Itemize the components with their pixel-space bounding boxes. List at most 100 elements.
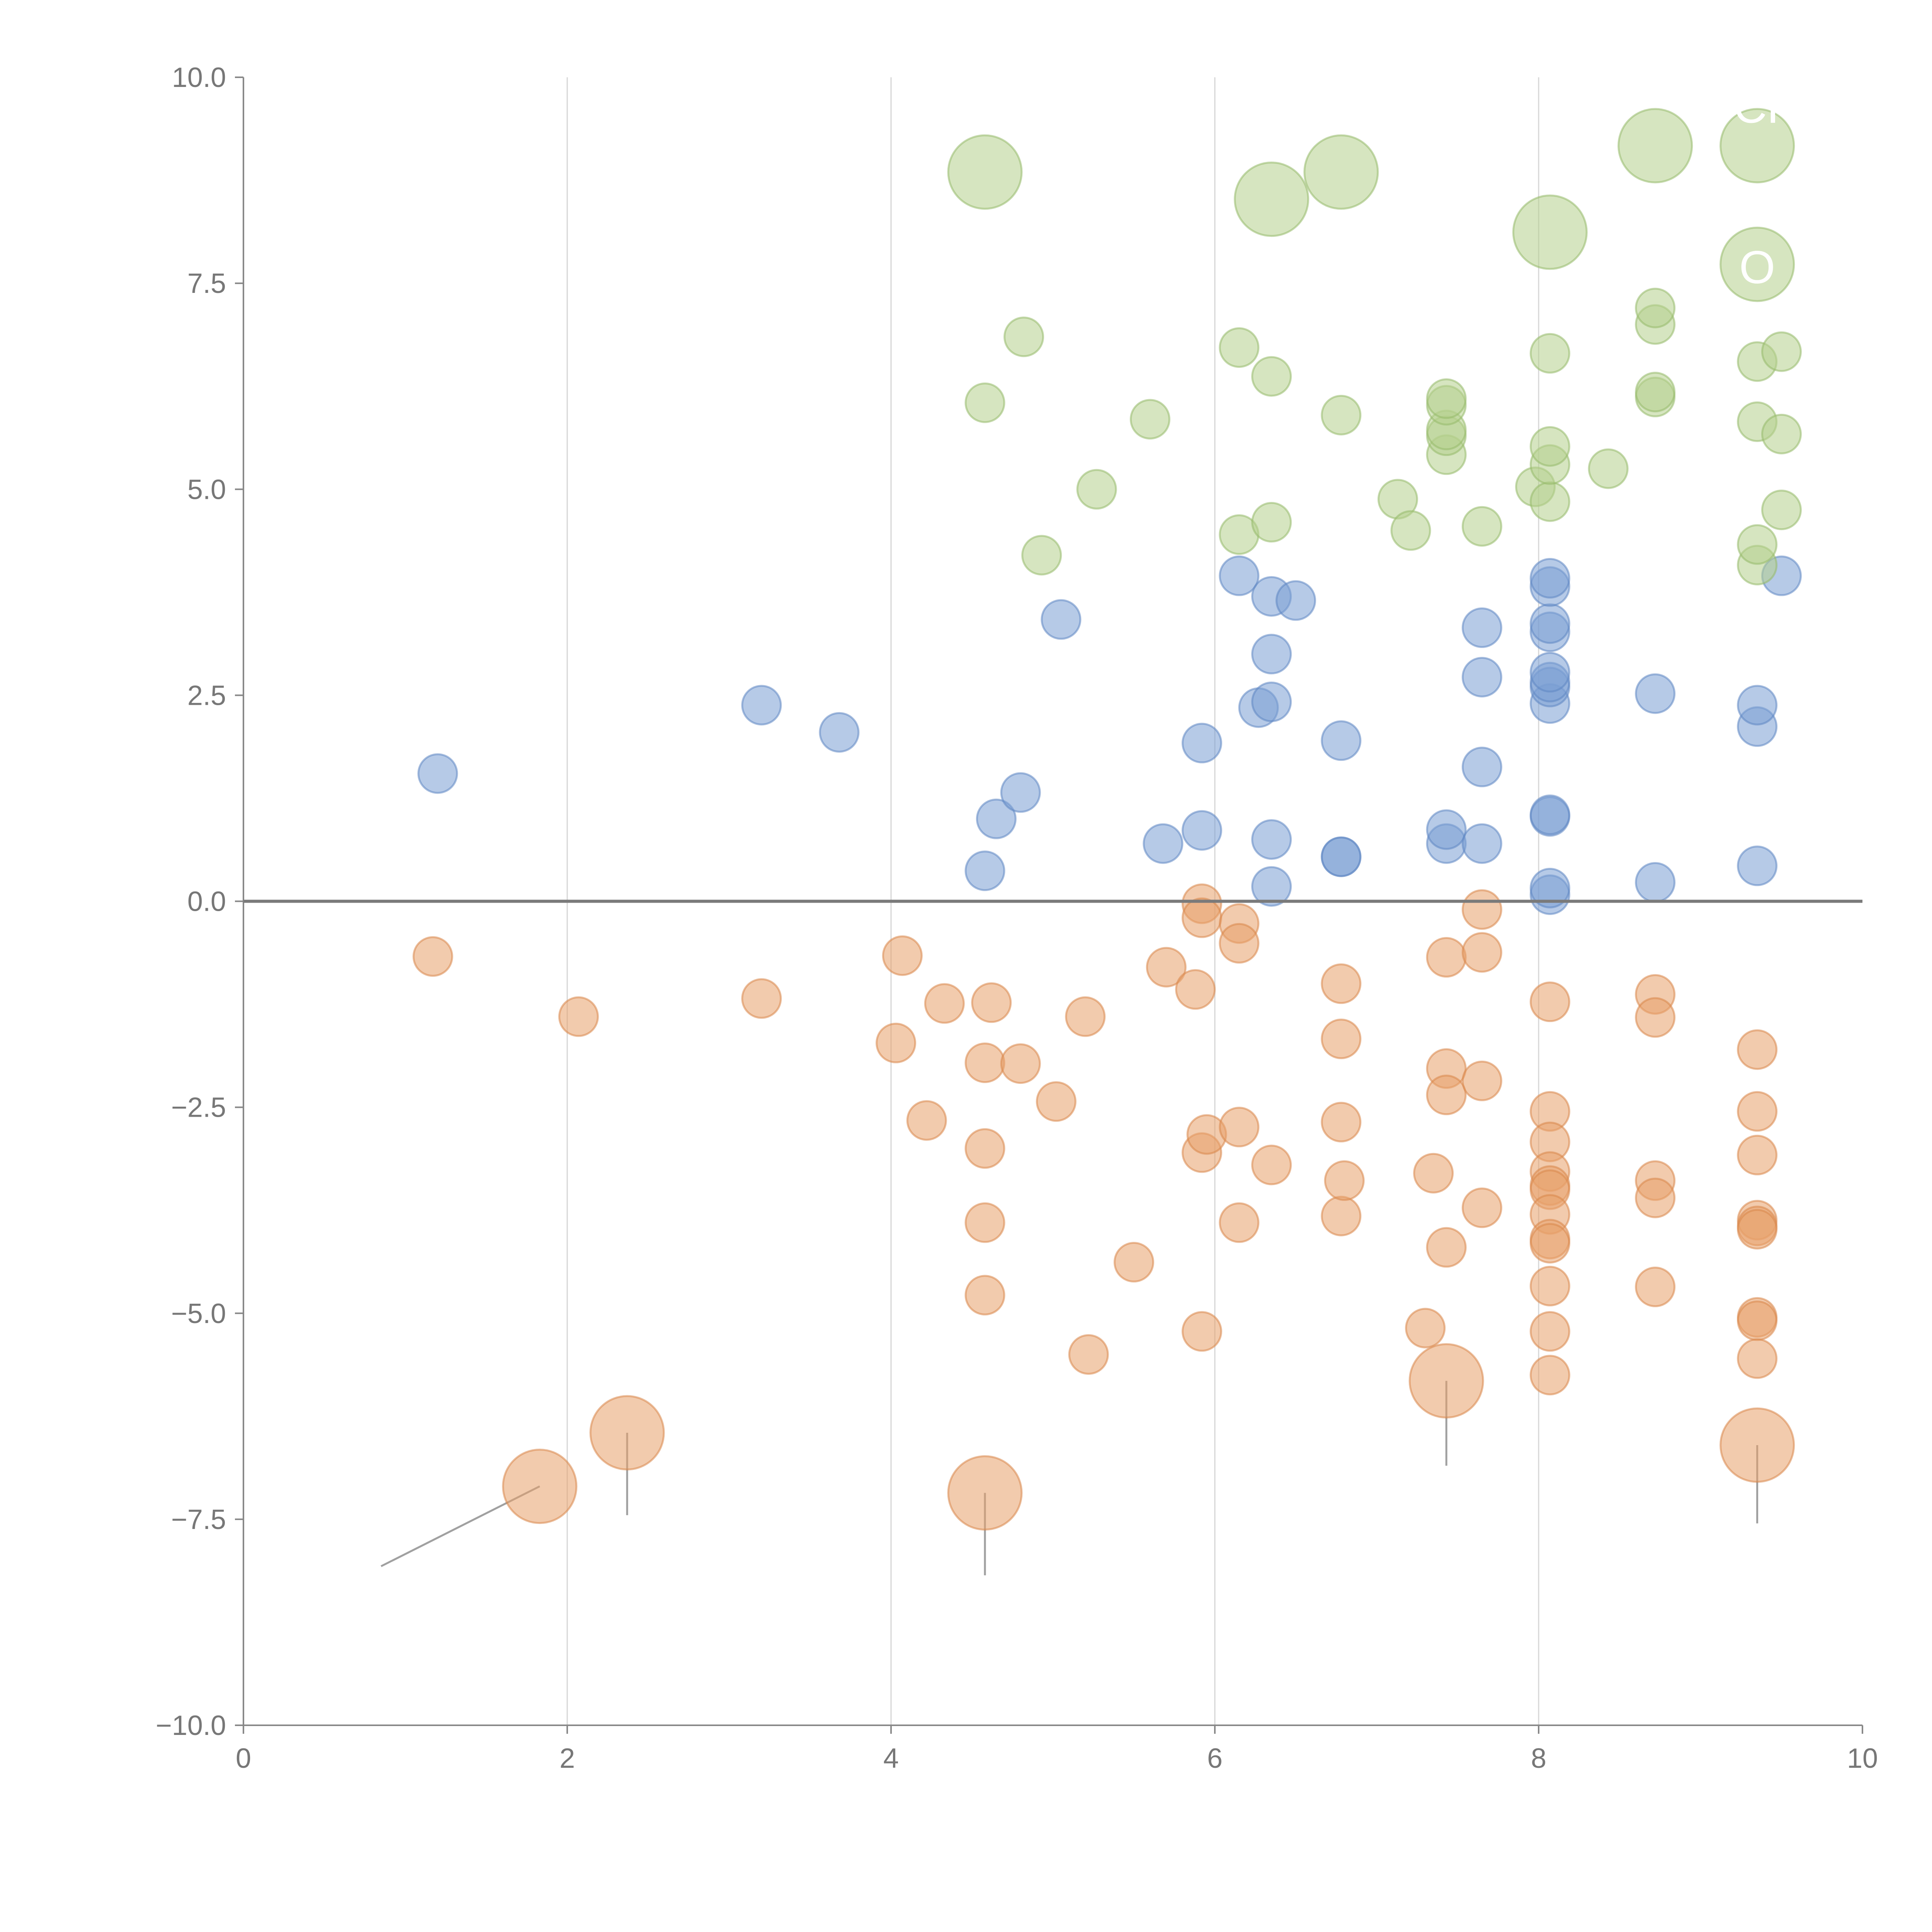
blue-point — [1529, 558, 1570, 599]
orange-point — [1219, 1202, 1260, 1243]
green-point — [1390, 510, 1431, 551]
orange-point — [971, 982, 1012, 1023]
green-point — [1588, 448, 1629, 489]
orange-highlight-point — [1408, 1343, 1484, 1419]
tick-labels: 0 2 4 6 8 10 10.0 7.5 5.0 2.5 0.0 −2.5 −5.0 −7.5 −10.0 — [156, 62, 1878, 1774]
blue-point — [1321, 836, 1362, 877]
blue-point — [417, 753, 458, 794]
blue-point — [976, 798, 1017, 839]
orange-point — [1175, 969, 1216, 1010]
green-point — [1321, 395, 1362, 435]
orange-point — [1529, 1265, 1570, 1306]
orange-point — [1737, 1029, 1778, 1070]
y-tick-label: 10.0 — [172, 62, 226, 93]
green-highlight-point — [1234, 162, 1310, 237]
orange-point — [1068, 1334, 1109, 1375]
annotation-label: O — [1739, 242, 1775, 293]
green-point — [964, 382, 1005, 423]
blue-point — [964, 850, 1005, 891]
green-point — [1761, 331, 1802, 372]
x-tick-label: 10 — [1847, 1743, 1878, 1774]
blue-point — [1251, 866, 1292, 907]
x-tick-label: 6 — [1207, 1743, 1223, 1774]
orange-point — [1529, 1223, 1570, 1264]
orange-point — [1529, 981, 1570, 1022]
green-point — [1737, 524, 1778, 565]
blue-point — [1181, 723, 1222, 764]
orange-point — [1000, 1043, 1041, 1084]
blue-point — [1461, 607, 1502, 648]
orange-point — [1737, 1300, 1778, 1341]
orange-point — [1321, 963, 1362, 1004]
orange-point — [1181, 1311, 1222, 1352]
blue-point — [741, 685, 782, 726]
x-tick-label: 2 — [560, 1743, 575, 1774]
orange-point — [1321, 1019, 1362, 1060]
blue-point — [1219, 555, 1260, 596]
orange-point — [964, 1042, 1005, 1083]
y-tick-label: 0.0 — [187, 886, 226, 917]
blue-point — [1041, 599, 1082, 640]
orange-highlight-point — [502, 1449, 578, 1524]
orange-point — [1461, 1187, 1502, 1228]
blue-point — [819, 712, 860, 753]
y-tick-label: 5.0 — [187, 474, 226, 505]
orange-highlight-point — [947, 1455, 1023, 1531]
green-point — [1003, 316, 1044, 357]
blue-point — [1181, 810, 1222, 851]
orange-point — [1737, 1134, 1778, 1175]
orange-point — [1146, 947, 1187, 988]
green-highlight-point — [1719, 226, 1795, 302]
orange-point — [1219, 1107, 1260, 1148]
orange-point — [1321, 1102, 1362, 1143]
y-tick-label: −2.5 — [171, 1092, 226, 1123]
y-tick-label: 2.5 — [187, 680, 226, 711]
green-point — [1426, 378, 1467, 419]
blue-point — [1461, 656, 1502, 697]
blue-point — [1737, 845, 1778, 886]
orange-point — [1529, 1311, 1570, 1352]
orange-point — [558, 996, 599, 1037]
orange-point — [964, 1128, 1005, 1169]
blue-point — [1529, 867, 1570, 908]
y-tick-label: 7.5 — [187, 268, 226, 299]
x-tick-label: 4 — [883, 1743, 899, 1774]
orange-point — [1219, 923, 1260, 964]
y-tick-label: −7.5 — [171, 1504, 226, 1535]
orange-point — [1413, 1153, 1454, 1194]
orange-point — [1426, 1075, 1467, 1116]
annotations: CHI O — [1733, 81, 1813, 293]
blue-point — [1321, 720, 1362, 761]
blue-point — [1143, 823, 1184, 864]
green-highlight-point — [1512, 194, 1588, 270]
orange-point — [1529, 1355, 1570, 1396]
orange-point — [1114, 1242, 1154, 1283]
y-tick-label: −10.0 — [156, 1710, 226, 1741]
green-point — [1529, 481, 1570, 522]
blue-point — [1635, 673, 1676, 714]
green-point — [1219, 327, 1260, 368]
green-highlight-point — [1719, 108, 1795, 184]
green-point — [1251, 502, 1292, 543]
orange-point — [876, 1022, 917, 1063]
orange-point — [1461, 932, 1502, 973]
orange-point — [1426, 1227, 1467, 1268]
green-point — [1021, 535, 1062, 576]
green-highlight-point — [947, 134, 1023, 210]
orange-point — [1321, 1196, 1362, 1236]
y-tick-label: −5.0 — [171, 1298, 226, 1329]
blue-point — [1529, 794, 1570, 835]
blue-point — [1276, 580, 1316, 621]
orange-point — [924, 983, 965, 1024]
orange-point — [1635, 997, 1676, 1038]
data-points — [412, 108, 1802, 1531]
orange-highlight-point — [589, 1395, 665, 1471]
green-highlight-point — [1303, 134, 1379, 210]
orange-point — [1405, 1308, 1446, 1349]
green-point — [1635, 372, 1676, 413]
x-tick-label: 8 — [1531, 1743, 1546, 1774]
green-point — [1461, 506, 1502, 547]
orange-point — [1635, 1267, 1676, 1308]
blue-point — [1635, 862, 1676, 903]
